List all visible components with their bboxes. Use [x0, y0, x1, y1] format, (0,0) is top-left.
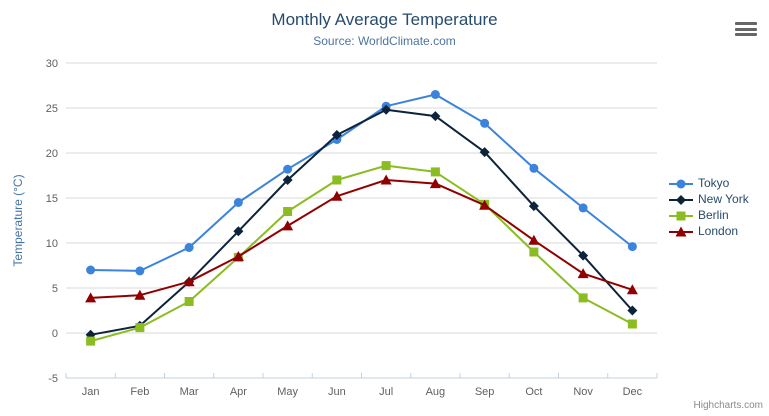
y-axis-label: 25 — [46, 103, 58, 115]
data-point-berlin-aug[interactable] — [430, 167, 440, 177]
series-line-berlin — [90, 164, 633, 343]
data-point-london-may[interactable] — [282, 220, 294, 231]
x-axis-label: Jan — [82, 386, 100, 398]
data-point-london-dec[interactable] — [626, 284, 638, 295]
y-axis-label: -5 — [48, 373, 58, 385]
data-point-new-york-oct[interactable] — [528, 201, 539, 212]
data-point-berlin-jul[interactable] — [381, 161, 391, 171]
y-axis-label: 0 — [52, 328, 58, 340]
data-point-berlin-oct[interactable] — [529, 247, 539, 257]
y-axis-title: Temperature (°C) — [11, 174, 25, 266]
square-icon — [669, 211, 693, 220]
legend-label: Berlin — [698, 208, 729, 222]
chart-legend: Tokyo New York Berlin London — [668, 177, 749, 238]
data-point-london-jun[interactable] — [331, 190, 343, 201]
legend-item-london[interactable]: London — [668, 225, 749, 238]
triangle-icon — [669, 226, 693, 236]
data-point-tokyo-nov[interactable] — [578, 203, 588, 213]
chart-title: Monthly Average Temperature — [271, 10, 498, 29]
hamburger-icon — [735, 33, 757, 36]
data-point-new-york-jul[interactable] — [381, 104, 392, 115]
data-point-london-sep[interactable] — [479, 199, 491, 210]
data-point-london-feb[interactable] — [134, 289, 146, 300]
y-axis-label: 5 — [52, 283, 58, 295]
legend-label: Tokyo — [698, 176, 730, 190]
series-line-london — [90, 179, 633, 299]
x-axis-label: Jul — [379, 386, 393, 398]
data-point-tokyo-mar[interactable] — [184, 243, 194, 252]
circle-icon — [669, 179, 693, 188]
data-point-london-jul[interactable] — [380, 174, 392, 185]
data-point-tokyo-feb[interactable] — [135, 266, 145, 276]
x-axis-label: Feb — [130, 386, 149, 398]
data-point-new-york-jun[interactable] — [331, 130, 342, 140]
y-axis-label: 15 — [46, 193, 58, 205]
x-axis-label: May — [277, 386, 298, 398]
hamburger-icon — [735, 27, 757, 31]
data-point-berlin-feb[interactable] — [135, 323, 145, 333]
data-point-new-york-nov[interactable] — [578, 250, 589, 261]
legend-item-berlin[interactable]: Berlin — [668, 209, 749, 222]
data-point-tokyo-apr[interactable] — [233, 198, 243, 207]
legend-label: London — [698, 224, 739, 238]
credits-link[interactable]: Highcharts.com — [693, 400, 763, 411]
x-axis-label: Sep — [475, 386, 495, 398]
x-axis-label: Dec — [623, 386, 643, 398]
y-axis-label: 20 — [46, 148, 58, 160]
legend-item-tokyo[interactable]: Tokyo — [668, 177, 749, 190]
x-axis-label: Apr — [230, 386, 247, 398]
x-axis-label: Aug — [426, 386, 446, 398]
data-point-berlin-jun[interactable] — [332, 175, 342, 185]
chart-subtitle: Source: WorldClimate.com — [313, 34, 456, 48]
legend-item-new-york[interactable]: New York — [668, 193, 749, 206]
data-point-tokyo-jan[interactable] — [86, 265, 96, 275]
x-axis-label: Oct — [525, 386, 542, 398]
data-point-berlin-mar[interactable] — [184, 297, 194, 306]
export-menu-button[interactable] — [734, 21, 758, 37]
diamond-icon — [669, 194, 693, 205]
data-point-london-mar[interactable] — [183, 276, 195, 287]
data-point-new-york-may[interactable] — [282, 175, 293, 185]
x-axis-label: Jun — [328, 386, 346, 398]
data-point-new-york-dec[interactable] — [627, 305, 638, 316]
series-line-tokyo — [90, 93, 633, 272]
data-point-london-nov[interactable] — [577, 268, 589, 279]
y-axis-label: 10 — [46, 238, 58, 250]
data-point-tokyo-sep[interactable] — [480, 118, 490, 128]
legend-label: New York — [698, 192, 749, 206]
data-point-tokyo-may[interactable] — [283, 164, 293, 174]
data-point-tokyo-dec[interactable] — [627, 242, 637, 252]
data-point-berlin-nov[interactable] — [578, 293, 588, 303]
hamburger-icon — [735, 22, 757, 25]
y-axis-label: 30 — [46, 58, 58, 70]
series-line-new-york — [90, 108, 634, 336]
x-axis-label: Nov — [573, 386, 593, 398]
data-point-new-york-sep[interactable] — [479, 147, 490, 158]
data-point-tokyo-oct[interactable] — [529, 163, 539, 173]
data-point-london-jan[interactable] — [85, 292, 97, 303]
data-point-berlin-dec[interactable] — [627, 319, 637, 329]
data-point-berlin-jan[interactable] — [86, 336, 96, 346]
data-point-new-york-apr[interactable] — [233, 226, 244, 237]
data-point-berlin-may[interactable] — [283, 207, 293, 216]
data-point-new-york-aug[interactable] — [430, 111, 441, 122]
data-point-tokyo-aug[interactable] — [430, 90, 440, 99]
data-point-london-oct[interactable] — [528, 234, 540, 245]
data-point-london-apr[interactable] — [232, 251, 244, 261]
x-axis-label: Mar — [180, 386, 199, 398]
data-point-london-aug[interactable] — [429, 178, 441, 189]
